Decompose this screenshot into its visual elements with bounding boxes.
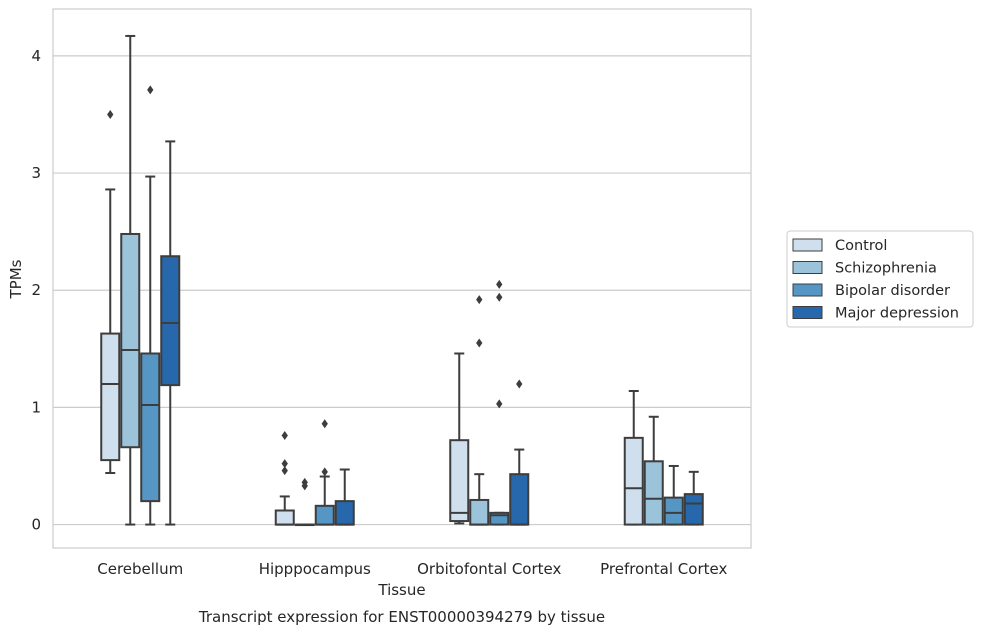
- outlier-point: [476, 338, 483, 348]
- box-control: [623, 389, 644, 526]
- box-schizophrenia: [120, 34, 141, 526]
- iqr-box: [663, 496, 684, 526]
- box-bipolar-disorder: [489, 279, 510, 526]
- legend-item: Major depression: [792, 306, 959, 322]
- outlier-point: [321, 467, 328, 477]
- box-control: [274, 431, 295, 526]
- x-tick-label: Cerebellum: [97, 560, 183, 578]
- outlier-point: [476, 295, 483, 305]
- iqr-box: [489, 511, 510, 526]
- x-tick-label: Orbitofontal Cortex: [417, 560, 561, 578]
- outlier-point: [281, 466, 288, 476]
- box-major-depression: [509, 379, 530, 526]
- legend: Control Schizophrenia Bipolar disorder Majo…: [786, 230, 974, 328]
- y-tick-label: 1: [31, 398, 41, 416]
- iqr-box: [120, 232, 141, 449]
- x-tick-label: Hipppocampus: [259, 560, 371, 578]
- iqr-box: [643, 460, 664, 526]
- box-bipolar-disorder: [140, 85, 161, 526]
- y-tick-label: 0: [31, 516, 41, 534]
- y-tick-labels: 0 1 2 3 4: [31, 47, 41, 534]
- outlier-point: [496, 279, 503, 289]
- legend-box: [786, 230, 974, 328]
- outlier-point: [281, 431, 288, 441]
- outlier-point: [107, 109, 114, 119]
- iqr-box: [274, 509, 295, 526]
- outlier-point: [301, 477, 308, 487]
- legend-item: Control: [792, 238, 887, 254]
- outlier-point: [147, 85, 154, 95]
- legend-label: Schizophrenia: [835, 261, 937, 277]
- legend-swatch: [792, 261, 823, 274]
- legend-item: Bipolar disorder: [792, 283, 950, 299]
- legend-swatch: [792, 306, 823, 319]
- boxes: [100, 34, 704, 527]
- iqr-box: [314, 504, 335, 526]
- legend-label: Bipolar disorder: [835, 283, 950, 299]
- x-tick-label: Prefrontal Cortex: [600, 560, 727, 578]
- iqr-box: [140, 352, 161, 503]
- iqr-box: [449, 439, 470, 523]
- y-tick-label: 3: [31, 164, 41, 182]
- iqr-box: [334, 500, 355, 526]
- legend-swatch: [792, 238, 823, 252]
- box-schizophrenia: [643, 415, 664, 526]
- y-tick-label: 4: [31, 47, 41, 65]
- box-schizophrenia: [294, 477, 315, 527]
- x-tick-labels: Cerebellum Hipppocampus Orbitofontal Corte…: [97, 560, 727, 578]
- box-major-depression: [683, 470, 704, 526]
- box-schizophrenia: [469, 295, 490, 526]
- chart-caption: Transcript expression for ENST0000039427…: [198, 608, 605, 626]
- box-control: [449, 352, 470, 525]
- legend-item: Schizophrenia: [792, 261, 937, 277]
- iqr-box: [509, 473, 530, 526]
- box-major-depression: [334, 468, 355, 526]
- iqr-box: [683, 493, 704, 526]
- outlier-point: [281, 459, 288, 469]
- legend-label: Major depression: [835, 306, 959, 322]
- iqr-box: [469, 498, 490, 526]
- iqr-box: [623, 436, 644, 526]
- box-bipolar-disorder: [314, 419, 335, 526]
- outlier-point: [516, 379, 523, 389]
- legend-label: Control: [835, 238, 887, 254]
- box-bipolar-disorder: [663, 464, 684, 526]
- iqr-box: [100, 332, 121, 462]
- outlier-point: [496, 399, 503, 409]
- x-axis-label: Tissue: [377, 581, 425, 599]
- outlier-point: [321, 419, 328, 429]
- box-major-depression: [160, 140, 181, 526]
- y-tick-label: 2: [31, 281, 41, 299]
- box-control: [100, 109, 121, 475]
- y-axis-label: TPMs: [7, 259, 25, 299]
- outlier-point: [496, 292, 503, 302]
- iqr-box: [160, 255, 181, 387]
- legend-swatch: [792, 283, 823, 297]
